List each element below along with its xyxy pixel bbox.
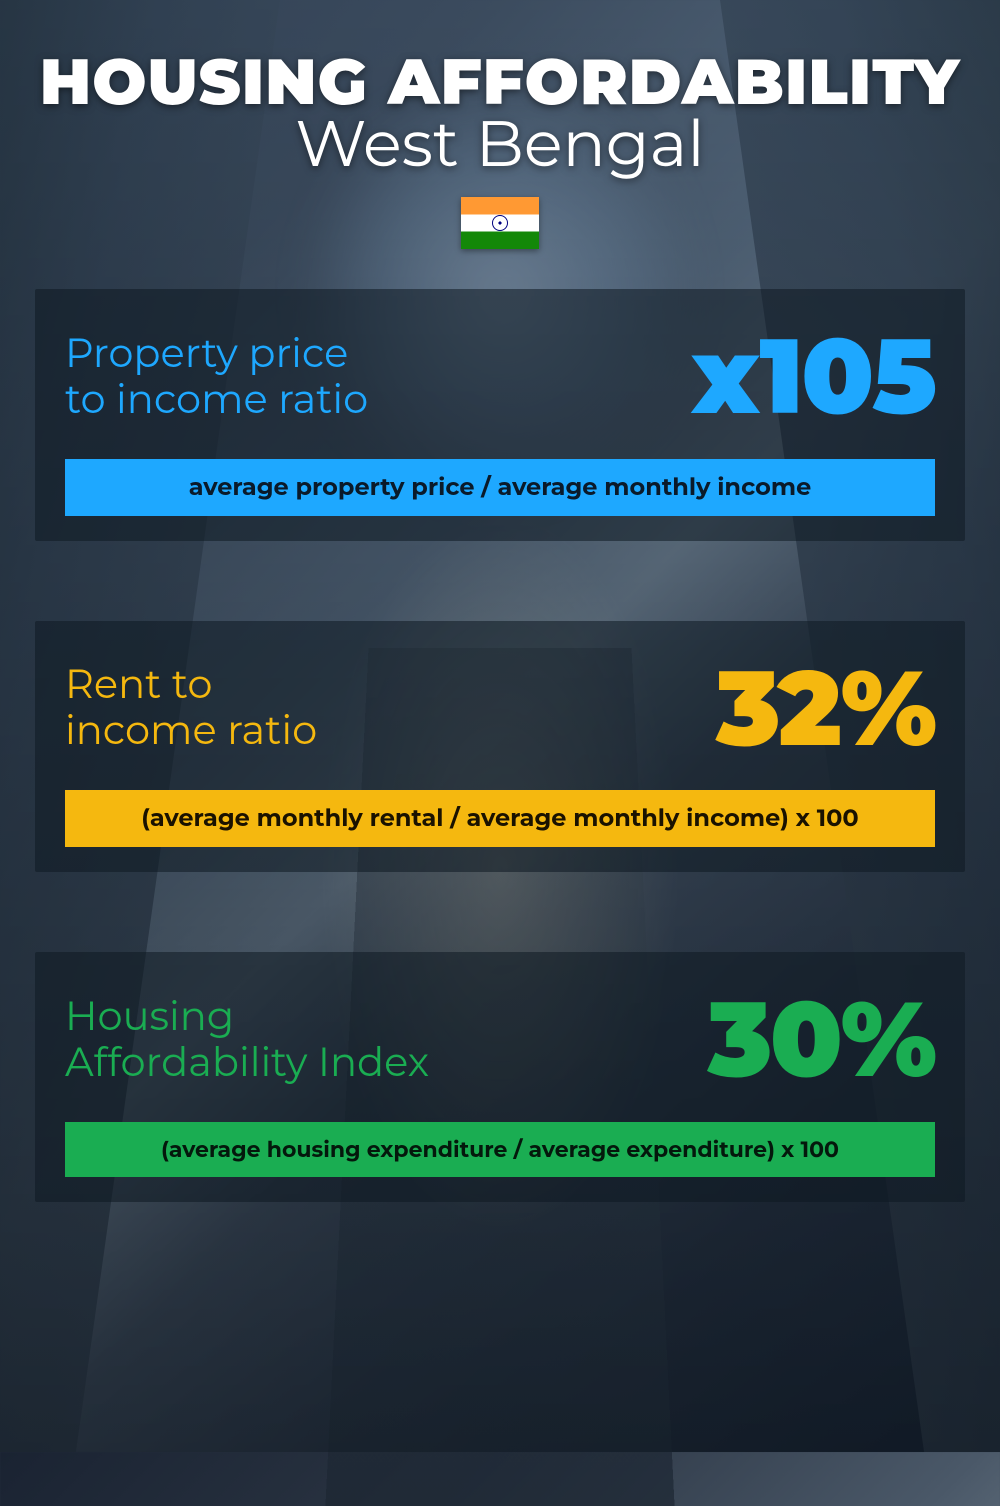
infographic-content: HOUSING AFFORDABILITY West Bengal Proper… (0, 0, 1000, 1452)
india-flag-icon (461, 197, 539, 249)
metric-label: Housing Affordability Index (65, 994, 429, 1086)
metric-value: x105 (692, 329, 935, 424)
metric-label: Rent to income ratio (65, 662, 317, 754)
card-property-price-ratio: Property price to income ratio x105 aver… (35, 289, 965, 541)
formula-bar: (average monthly rental / average monthl… (65, 790, 935, 847)
card-rent-income-ratio: Rent to income ratio 32% (average monthl… (35, 621, 965, 873)
card-top-row: Property price to income ratio x105 (65, 329, 935, 424)
card-housing-affordability-index: Housing Affordability Index 30% (average… (35, 952, 965, 1202)
card-top-row: Housing Affordability Index 30% (65, 992, 935, 1087)
metric-value: 32% (716, 661, 935, 756)
header: HOUSING AFFORDABILITY West Bengal (35, 50, 965, 249)
metric-value: 30% (708, 992, 935, 1087)
formula-bar: (average housing expenditure / average e… (65, 1122, 935, 1177)
metric-label: Property price to income ratio (65, 331, 368, 423)
formula-bar: average property price / average monthly… (65, 459, 935, 516)
card-top-row: Rent to income ratio 32% (65, 661, 935, 756)
